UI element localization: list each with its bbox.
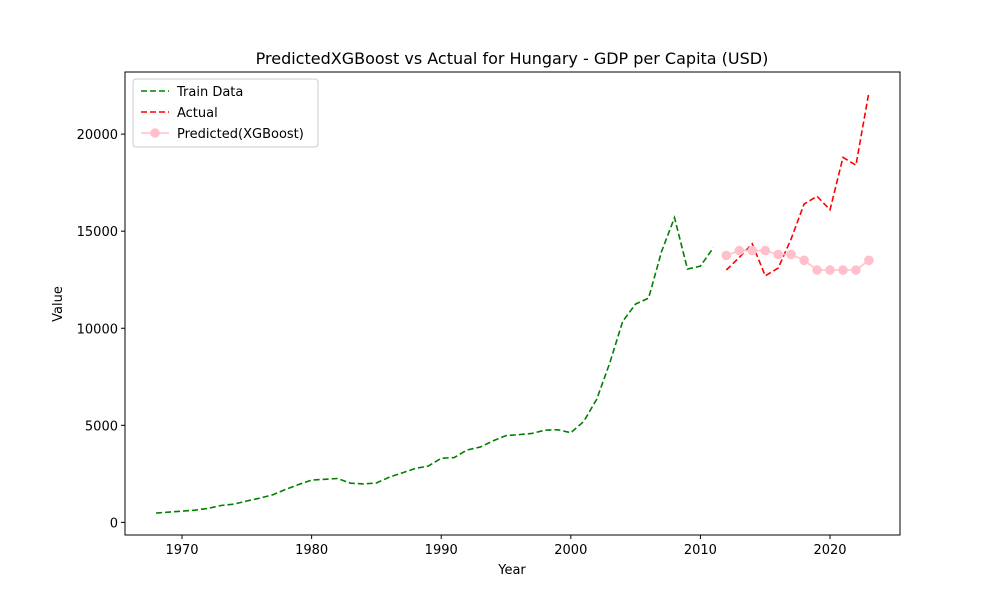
y-tick-label: 10000	[77, 322, 118, 337]
legend-label: Predicted(XGBoost)	[177, 127, 304, 142]
x-tick-label: 1980	[295, 543, 328, 558]
series-point	[734, 245, 745, 256]
series-point	[864, 255, 874, 266]
series-line-2	[726, 249, 870, 271]
series-point	[851, 265, 861, 275]
y-tick-label: 5000	[85, 419, 118, 434]
legend-label: Actual	[177, 106, 218, 121]
x-tick-label: 1970	[165, 543, 198, 558]
series-point	[799, 255, 809, 266]
legend-box	[132, 78, 319, 148]
series-point	[747, 245, 758, 256]
x-axis-title: Year	[497, 563, 526, 578]
series-point	[773, 249, 783, 260]
axes: 1970 1980 1990 2000 2010 2020 0 5000 10000 15000 2…	[77, 71, 901, 558]
series-point	[721, 250, 732, 261]
series-point	[812, 265, 822, 275]
series-point	[760, 245, 771, 256]
x-tick-label: 1990	[425, 543, 458, 558]
legend: Train Data Actual Predicted(XGBoost)	[132, 78, 319, 148]
y-tick-label: 20000	[77, 128, 118, 143]
series-point	[825, 265, 835, 275]
plot-area	[156, 92, 874, 514]
series-line-1	[725, 92, 870, 278]
series-point	[838, 265, 848, 275]
x-tick-label: 2020	[813, 543, 846, 558]
x-tick-label: 2010	[684, 543, 717, 558]
series-point	[786, 249, 796, 260]
y-axis-title: Value	[51, 286, 66, 322]
y-tick-label: 0	[110, 516, 118, 531]
y-tick-label: 15000	[77, 225, 118, 240]
legend-label: Train Data	[176, 85, 243, 100]
x-tick-label: 2000	[554, 543, 587, 558]
chart-title: PredictedXGBoost vs Actual for Hungary -…	[256, 49, 769, 68]
legend-marker	[150, 128, 160, 138]
plot-frame	[124, 71, 901, 536]
series-line-0	[156, 214, 715, 514]
